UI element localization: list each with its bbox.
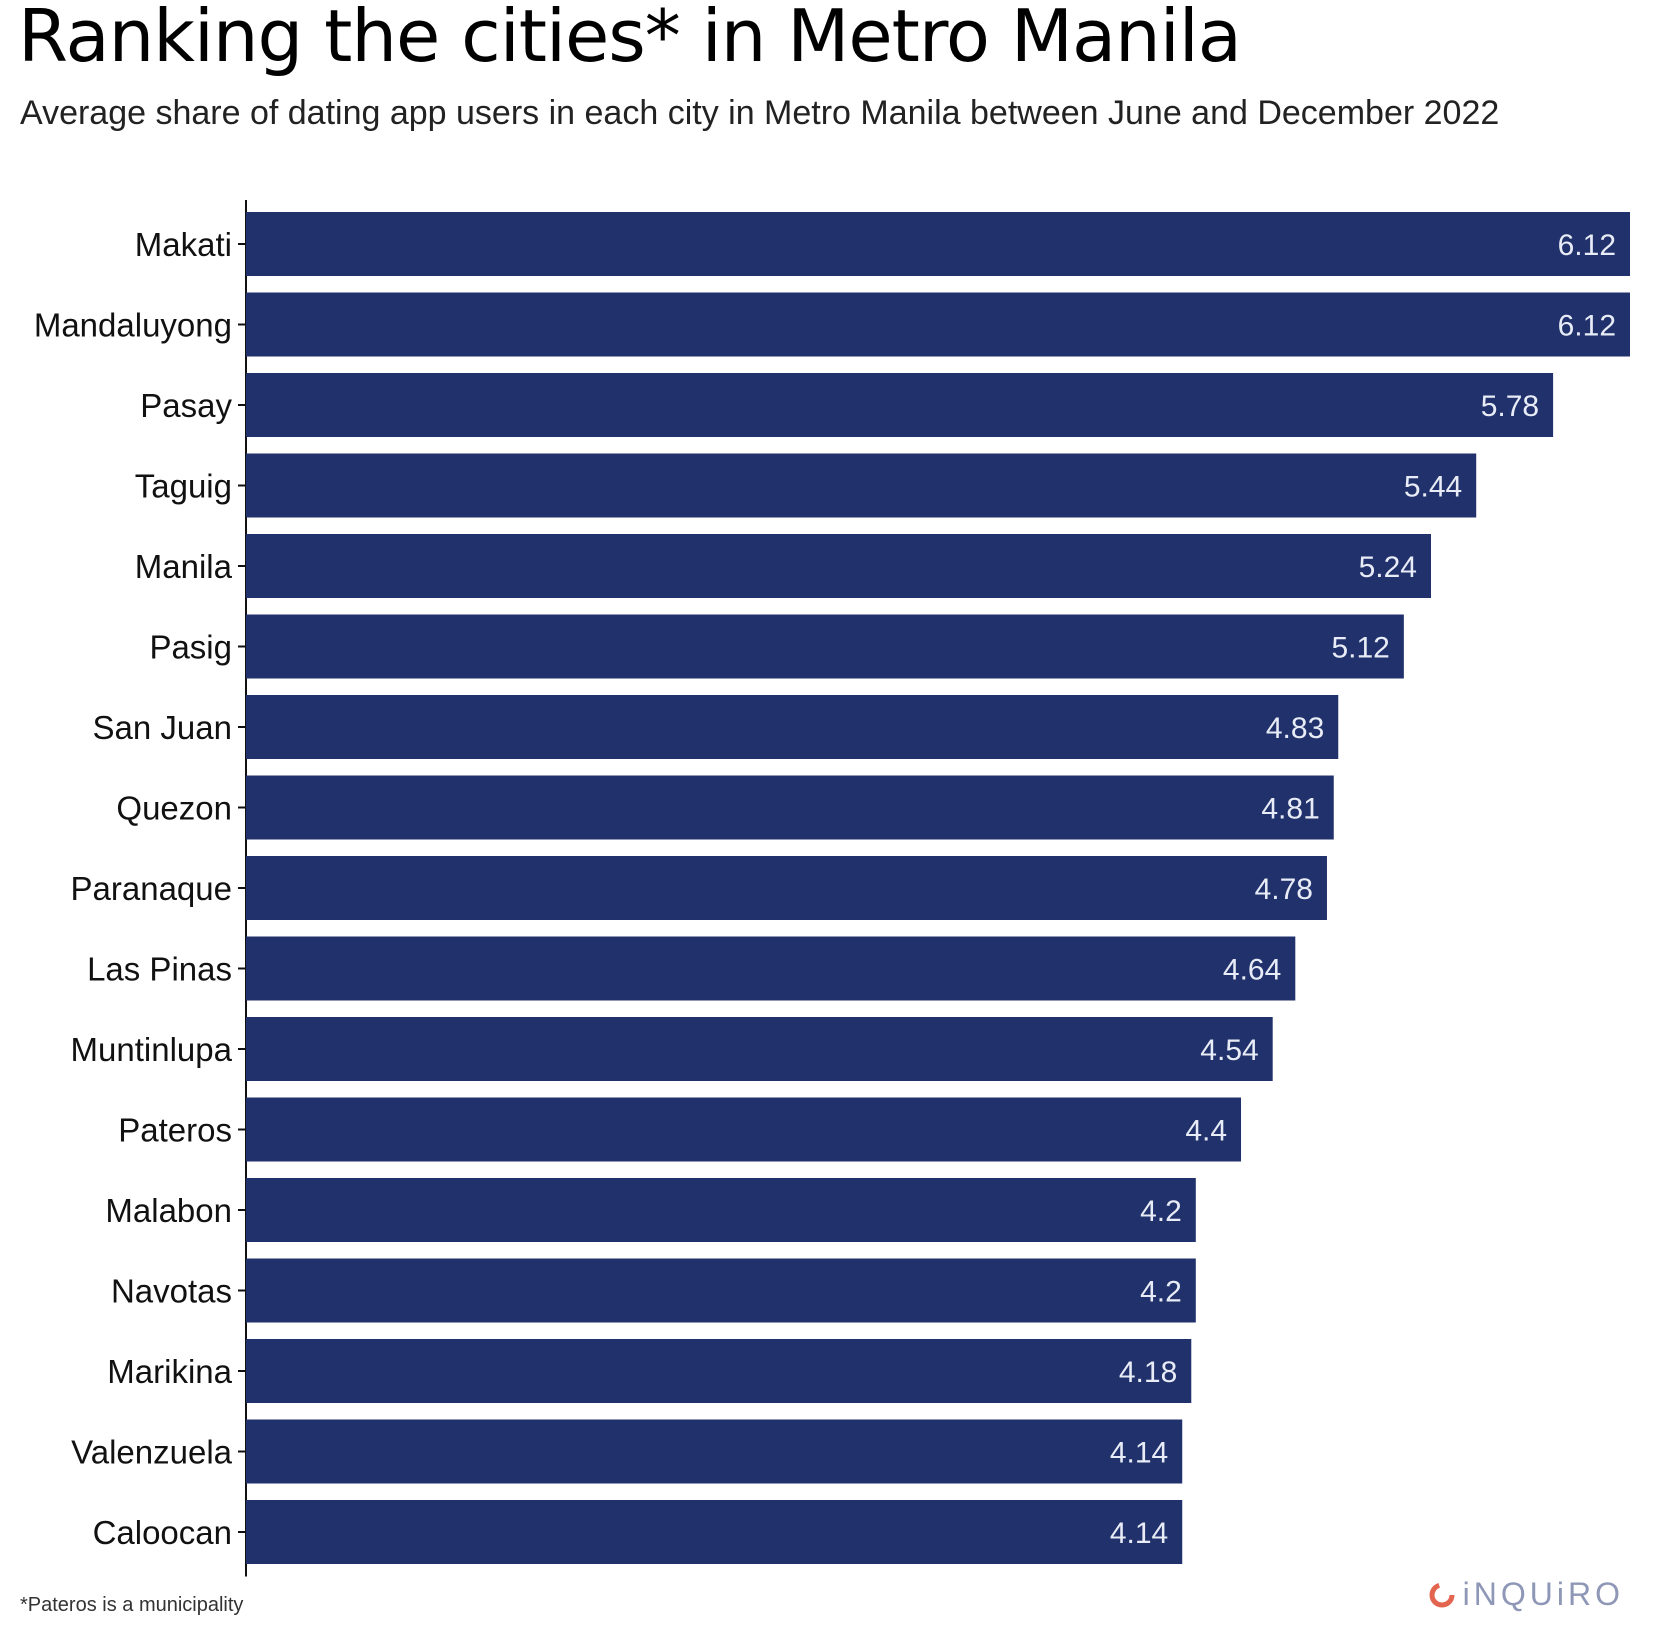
- category-label: Marikina: [107, 1353, 232, 1390]
- bar: [246, 534, 1431, 598]
- chart-subtitle: Average share of dating app users in eac…: [20, 94, 1500, 132]
- bar: [246, 212, 1630, 276]
- bar-value-label: 4.78: [1255, 873, 1313, 906]
- bar: [246, 373, 1554, 437]
- bar-value-label: 4.4: [1185, 1115, 1227, 1148]
- bar-value-label: 5.12: [1331, 632, 1389, 665]
- brand-name: iNQUiRO: [1462, 1576, 1624, 1612]
- category-label: Caloocan: [93, 1514, 232, 1551]
- bar: [246, 695, 1339, 759]
- bar-value-label: 5.24: [1359, 551, 1417, 584]
- chart-title: Ranking the cities* in Metro Manila: [18, 0, 1242, 78]
- bar: [246, 936, 1296, 1001]
- bar-value-label: 4.14: [1110, 1437, 1168, 1470]
- bar-value-label: 6.12: [1558, 229, 1616, 262]
- category-label: Pasig: [149, 629, 232, 666]
- bar-value-label: 4.54: [1200, 1034, 1258, 1067]
- bar: [246, 453, 1477, 518]
- bar-value-label: 4.2: [1140, 1276, 1182, 1309]
- category-label: Quezon: [116, 790, 232, 827]
- bar-value-label: 4.14: [1110, 1517, 1168, 1550]
- category-label: Taguig: [135, 468, 232, 505]
- bar: [246, 614, 1404, 679]
- category-label: Pateros: [118, 1112, 232, 1149]
- bar: [246, 292, 1630, 357]
- footnote: *Pateros is a municipality: [20, 1594, 244, 1616]
- bar: [246, 1500, 1183, 1564]
- bar-value-label: 5.78: [1481, 390, 1539, 423]
- bar: [246, 775, 1334, 840]
- category-label: Pasay: [140, 387, 232, 424]
- category-label: Navotas: [111, 1273, 232, 1310]
- category-label: Makati: [135, 226, 232, 263]
- category-label: Las Pinas: [87, 951, 232, 988]
- bar-value-label: 4.64: [1223, 954, 1281, 987]
- category-label: San Juan: [93, 709, 232, 746]
- brand-logo: iNQUiRO: [1429, 1576, 1624, 1613]
- bar-value-label: 4.18: [1119, 1356, 1177, 1389]
- category-label: Manila: [135, 548, 233, 585]
- bar-value-label: 4.2: [1140, 1195, 1182, 1228]
- bar: [246, 1339, 1192, 1403]
- category-label: Muntinlupa: [71, 1031, 233, 1068]
- bar: [246, 1419, 1183, 1484]
- category-label: Valenzuela: [71, 1434, 232, 1471]
- bar: [246, 1017, 1273, 1081]
- bar: [246, 1097, 1242, 1162]
- category-label: Paranaque: [71, 870, 232, 907]
- bar: [246, 1258, 1196, 1323]
- bar-value-label: 5.44: [1404, 471, 1462, 504]
- inquiro-logo-icon: [1429, 1582, 1455, 1607]
- category-label: Malabon: [105, 1192, 232, 1229]
- bar: [246, 856, 1327, 920]
- bar-value-label: 4.83: [1266, 712, 1324, 745]
- bar: [246, 1178, 1196, 1242]
- bar-value-label: 6.12: [1558, 310, 1616, 343]
- bar-value-label: 4.81: [1261, 793, 1319, 826]
- category-label: Mandaluyong: [34, 307, 232, 344]
